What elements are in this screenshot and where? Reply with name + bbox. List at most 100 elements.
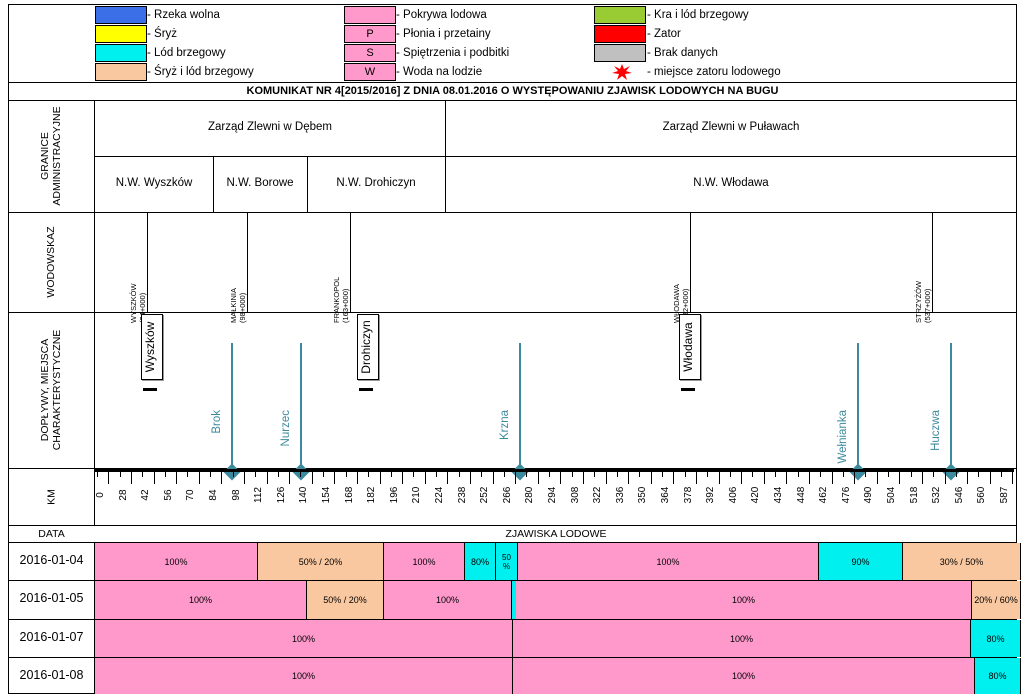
row-rule — [8, 312, 1017, 313]
tributary-line — [300, 343, 302, 468]
ice-segment: 20% / 60% — [972, 581, 1021, 619]
km-minor-tick — [198, 472, 200, 484]
tributary-label: Huczwa — [930, 410, 942, 451]
legend-label: - Spiętrzenia i podbitki — [396, 47, 510, 59]
km-tick — [323, 472, 324, 477]
row-rule — [8, 580, 1017, 581]
legend-swatch — [95, 44, 147, 62]
ice-segment: 100% — [516, 581, 972, 619]
km-tick — [978, 472, 980, 477]
tributary-label: Krzna — [499, 410, 511, 441]
km-tick — [888, 472, 889, 477]
km-minor-tick — [243, 472, 245, 484]
km-tick-label: 532 — [931, 486, 943, 504]
town-box — [679, 314, 701, 380]
km-minor-tick — [153, 472, 155, 484]
km-tick — [97, 472, 98, 477]
legend-swatch: W — [344, 63, 396, 81]
km-tick — [142, 472, 144, 477]
km-tick — [277, 472, 279, 477]
km-tick-label: 126 — [275, 486, 287, 504]
legend-label: - Pokrywa lodowa — [396, 9, 487, 21]
km-tick — [119, 472, 121, 477]
km-minor-tick — [876, 472, 878, 484]
km-tick — [255, 472, 257, 477]
km-tick — [345, 472, 347, 477]
label-column-rule — [94, 100, 95, 525]
km-tick-label: 224 — [434, 486, 445, 504]
admin-row-label: GRANICE ADMINISTRACYJNE — [39, 106, 63, 206]
ice-segment: 50 % — [496, 543, 518, 580]
km-tick — [639, 472, 641, 477]
legend-swatch — [594, 25, 646, 43]
tributary-line — [519, 343, 521, 468]
km-tick-label: 42 — [140, 489, 152, 501]
km-minor-tick — [334, 472, 336, 484]
km-tick-label: 406 — [727, 486, 739, 504]
km-minor-tick — [515, 472, 517, 484]
km-minor-tick — [989, 472, 991, 484]
km-minor-tick — [763, 472, 765, 484]
ice-segment: 50% / 20% — [258, 543, 384, 580]
km-tick — [164, 472, 166, 477]
km-tick-label: 490 — [863, 486, 875, 504]
km-tick-label: 168 — [343, 486, 355, 504]
legend-label: - Płonia i przetainy — [396, 28, 491, 40]
town-box — [357, 314, 379, 380]
gauge-label: (382+000) — [681, 288, 690, 323]
nw-divider — [307, 156, 308, 212]
km-tick — [594, 472, 596, 477]
km-tick — [707, 472, 709, 477]
km-tick-label: 28 — [117, 489, 129, 501]
km-tick-label: 294 — [547, 486, 558, 504]
zarzad-label: Zarząd Zlewni w Dębem — [208, 121, 332, 133]
legend-swatch — [344, 6, 396, 24]
row-rule — [8, 212, 1017, 213]
km-tick-label: 182 — [366, 486, 378, 504]
date-cell: 2016-01-07 — [19, 630, 84, 644]
zarzad-label: Zarząd Zlewni w Puławach — [662, 121, 800, 133]
km-tick — [413, 472, 415, 477]
km-tick — [526, 472, 528, 477]
km-minor-tick — [582, 472, 584, 484]
km-tick — [210, 472, 211, 477]
date-header: DATA — [38, 528, 65, 540]
km-minor-tick — [560, 472, 562, 484]
gauge-line — [932, 212, 933, 312]
km-tick-label: 476 — [840, 486, 852, 504]
km-tick-label: 0 — [95, 492, 106, 498]
gauge-line — [690, 212, 691, 312]
km-tick — [752, 472, 754, 477]
km-minor-tick — [266, 472, 268, 484]
legend-label: - Zator — [647, 28, 681, 40]
tributary-line — [857, 343, 859, 468]
km-tick-label: 266 — [501, 486, 513, 504]
gauge-label: (98+000) — [238, 292, 247, 323]
km-minor-tick — [831, 472, 833, 484]
km-tick — [232, 472, 234, 477]
km-tick-label: 140 — [298, 486, 310, 504]
date-cell: 2016-01-04 — [19, 553, 84, 567]
km-minor-tick — [221, 472, 223, 484]
km-minor-tick — [967, 472, 969, 484]
town-marker — [359, 388, 373, 391]
km-minor-tick — [650, 472, 652, 484]
legend-label: - Rzeka wolna — [147, 9, 220, 21]
town-label: Włodawa — [681, 322, 695, 372]
km-tick-label: 378 — [682, 486, 694, 504]
title-bottom-rule — [8, 100, 1017, 101]
gauge-row-label: WODOWSKAZ — [45, 226, 57, 298]
town-marker — [143, 388, 157, 391]
ice-segment: 100% — [513, 620, 971, 657]
ice-segment: 80% — [465, 543, 496, 580]
km-minor-tick — [673, 472, 675, 484]
km-tick — [865, 472, 867, 477]
km-minor-tick — [605, 472, 607, 484]
km-tick — [775, 472, 776, 477]
km-tick — [1001, 472, 1002, 477]
km-minor-tick — [311, 472, 313, 484]
km-tick-label: 196 — [388, 486, 400, 504]
nw-label: N.W. Wyszków — [115, 177, 193, 189]
km-tick-label: 448 — [795, 486, 807, 504]
ice-segment: 80% — [975, 658, 1021, 694]
